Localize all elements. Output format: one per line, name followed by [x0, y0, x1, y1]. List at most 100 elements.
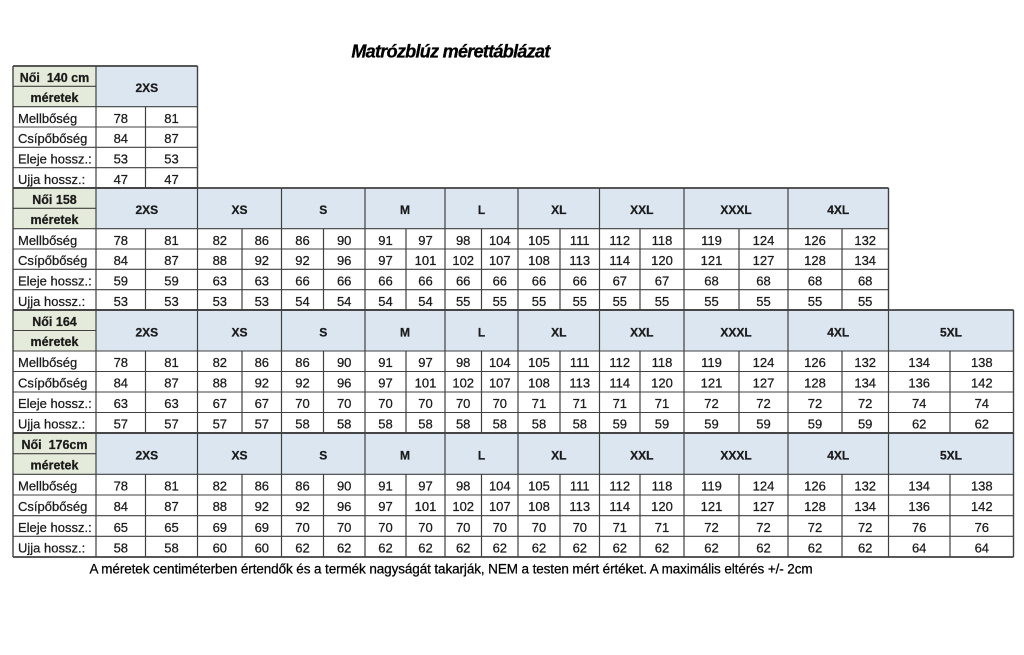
svg-text:126: 126: [804, 479, 826, 494]
svg-text:Csípőbőség: Csípőbőség: [18, 499, 87, 514]
svg-text:91: 91: [378, 355, 392, 370]
svg-text:62: 62: [975, 417, 989, 432]
svg-text:108: 108: [528, 253, 550, 268]
svg-text:107: 107: [489, 253, 511, 268]
svg-text:méretek: méretek: [31, 458, 79, 472]
svg-text:67: 67: [655, 274, 669, 289]
svg-text:62: 62: [756, 541, 770, 556]
svg-text:4XL: 4XL: [827, 203, 849, 217]
svg-text:71: 71: [532, 396, 546, 411]
svg-text:72: 72: [756, 396, 770, 411]
svg-text:98: 98: [456, 355, 470, 370]
svg-text:71: 71: [613, 520, 627, 535]
svg-text:57: 57: [213, 417, 227, 432]
svg-text:104: 104: [489, 233, 511, 248]
svg-text:70: 70: [456, 396, 470, 411]
svg-text:72: 72: [808, 396, 822, 411]
svg-text:78: 78: [114, 355, 128, 370]
svg-text:114: 114: [609, 253, 630, 268]
svg-text:M: M: [400, 325, 410, 339]
svg-text:113: 113: [569, 253, 590, 268]
svg-text:55: 55: [808, 294, 822, 309]
svg-text:58: 58: [493, 417, 507, 432]
svg-text:Csípőbőség: Csípőbőség: [18, 376, 87, 391]
svg-text:97: 97: [378, 499, 392, 514]
svg-text:136: 136: [908, 376, 930, 391]
svg-text:87: 87: [164, 499, 178, 514]
svg-text:Matrózblúz mérettáblázat: Matrózblúz mérettáblázat: [351, 42, 551, 62]
svg-text:119: 119: [701, 479, 722, 494]
svg-text:70: 70: [337, 396, 351, 411]
svg-text:70: 70: [295, 396, 309, 411]
svg-text:62: 62: [808, 541, 822, 556]
svg-text:XS: XS: [231, 325, 247, 339]
svg-text:Ujja hossz.:: Ujja hossz.:: [18, 417, 85, 432]
svg-text:63: 63: [255, 274, 269, 289]
svg-text:102: 102: [452, 376, 474, 391]
svg-text:63: 63: [164, 396, 178, 411]
svg-text:4XL: 4XL: [827, 325, 849, 339]
svg-text:86: 86: [295, 355, 309, 370]
svg-text:méretek: méretek: [31, 91, 79, 105]
svg-text:58: 58: [378, 417, 392, 432]
svg-text:119: 119: [701, 233, 722, 248]
svg-text:92: 92: [255, 499, 269, 514]
svg-text:54: 54: [295, 294, 309, 309]
svg-text:58: 58: [418, 417, 432, 432]
svg-text:58: 58: [295, 417, 309, 432]
svg-text:65: 65: [114, 520, 128, 535]
svg-text:121: 121: [701, 499, 723, 514]
svg-text:XS: XS: [231, 449, 247, 463]
svg-text:84: 84: [114, 253, 128, 268]
svg-text:62: 62: [456, 541, 470, 556]
svg-text:92: 92: [255, 253, 269, 268]
svg-text:104: 104: [489, 355, 511, 370]
svg-text:87: 87: [164, 253, 178, 268]
svg-text:76: 76: [975, 520, 989, 535]
svg-text:62: 62: [858, 541, 872, 556]
svg-text:134: 134: [908, 355, 930, 370]
svg-text:126: 126: [804, 233, 826, 248]
svg-text:98: 98: [456, 479, 470, 494]
svg-text:70: 70: [378, 520, 392, 535]
svg-text:55: 55: [704, 294, 718, 309]
svg-text:72: 72: [858, 396, 872, 411]
svg-text:60: 60: [213, 541, 227, 556]
svg-text:66: 66: [337, 274, 351, 289]
svg-text:Mellbőség: Mellbőség: [18, 111, 77, 126]
svg-text:134: 134: [854, 253, 876, 268]
svg-text:XL: XL: [551, 203, 566, 217]
svg-text:67: 67: [613, 274, 627, 289]
svg-text:92: 92: [295, 253, 309, 268]
svg-text:Mellbőség: Mellbőség: [18, 355, 77, 370]
svg-text:4XL: 4XL: [827, 449, 849, 463]
svg-text:128: 128: [804, 253, 826, 268]
svg-text:67: 67: [213, 396, 227, 411]
svg-text:92: 92: [255, 376, 269, 391]
svg-text:90: 90: [337, 355, 351, 370]
svg-text:67: 67: [255, 396, 269, 411]
svg-text:120: 120: [651, 499, 673, 514]
svg-text:53: 53: [213, 294, 227, 309]
svg-text:Eleje hossz.:: Eleje hossz.:: [18, 520, 92, 535]
svg-text:113: 113: [569, 376, 590, 391]
svg-text:58: 58: [456, 417, 470, 432]
svg-text:142: 142: [971, 376, 993, 391]
svg-text:97: 97: [378, 253, 392, 268]
svg-text:134: 134: [854, 499, 876, 514]
svg-text:107: 107: [489, 499, 511, 514]
svg-text:60: 60: [255, 541, 269, 556]
svg-text:55: 55: [756, 294, 770, 309]
svg-text:90: 90: [337, 233, 351, 248]
svg-text:Mellbőség: Mellbőség: [18, 479, 77, 494]
svg-text:M: M: [400, 203, 410, 217]
svg-text:70: 70: [573, 520, 587, 535]
svg-text:62: 62: [418, 541, 432, 556]
svg-text:70: 70: [456, 520, 470, 535]
svg-text:127: 127: [753, 253, 775, 268]
svg-text:2XS: 2XS: [135, 203, 158, 217]
svg-text:XS: XS: [231, 203, 247, 217]
svg-text:101: 101: [415, 253, 437, 268]
svg-text:47: 47: [164, 172, 178, 187]
svg-text:71: 71: [655, 520, 669, 535]
